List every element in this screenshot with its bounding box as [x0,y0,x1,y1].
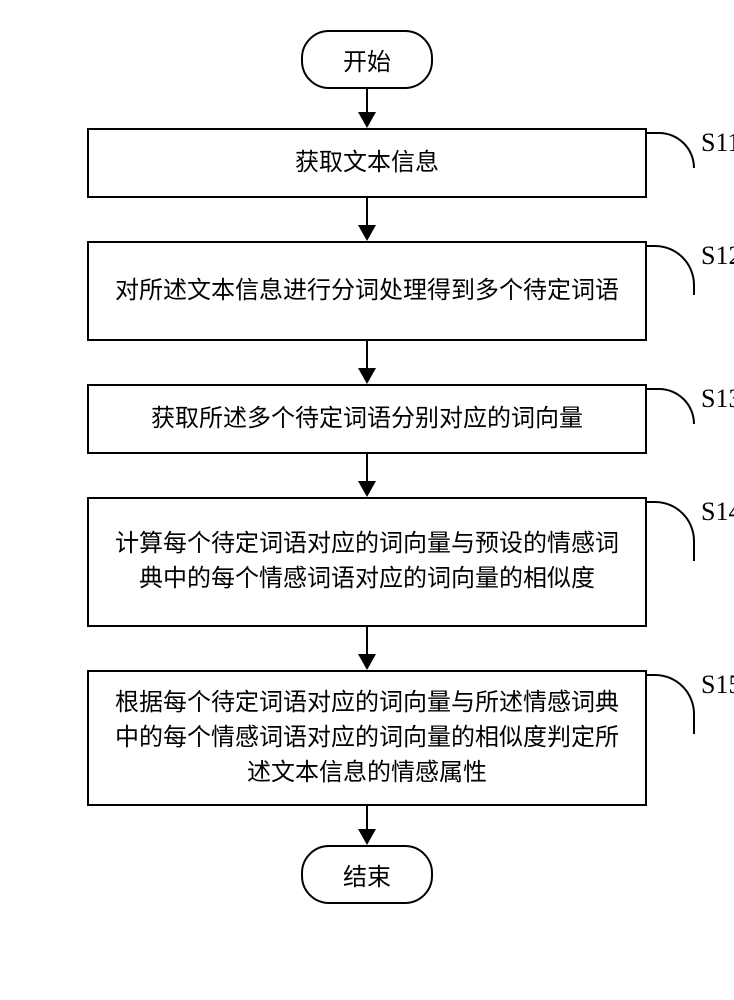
arrow [358,89,376,128]
arrow-line [366,198,368,226]
arrow-head-icon [358,112,376,128]
arrow [358,341,376,384]
step-wrap: 对所述文本信息进行分词处理得到多个待定词语 S120 [87,241,647,341]
step-text: 获取所述多个待定词语分别对应的词向量 [151,402,583,437]
start-label: 开始 [343,50,391,76]
step-box: 根据每个待定词语对应的词向量与所述情感词典中的每个情感词语对应的词向量的相似度判… [87,670,647,806]
step-box: 对所述文本信息进行分词处理得到多个待定词语 [87,241,647,341]
arrow-head-icon [358,654,376,670]
arrow-head-icon [358,225,376,241]
arrow-line [366,89,368,113]
step-label-wrap: S140 [647,497,734,627]
arrow-head-icon [358,829,376,845]
arrow-line [366,806,368,830]
arrow-line [366,627,368,655]
arrow [358,627,376,670]
step-text: 获取文本信息 [295,146,439,181]
end-label: 结束 [343,865,391,891]
step-box: 获取文本信息 [87,128,647,198]
step-label-wrap: S150 [647,670,734,806]
step-wrap: 获取所述多个待定词语分别对应的词向量 S130 [87,384,647,454]
arrow [358,198,376,241]
step-label: S110 [695,128,734,158]
arrow [358,806,376,845]
end-terminal: 结束 [301,845,433,904]
step-label-wrap: S120 [647,241,734,341]
step-wrap: 获取文本信息 S110 [87,128,647,198]
step-wrap: 计算每个待定词语对应的词向量与预设的情感词典中的每个情感词语对应的词向量的相似度… [87,497,647,627]
step-label-wrap: S110 [647,128,734,198]
step-box: 计算每个待定词语对应的词向量与预设的情感词典中的每个情感词语对应的词向量的相似度 [87,497,647,627]
step-wrap: 根据每个待定词语对应的词向量与所述情感词典中的每个情感词语对应的词向量的相似度判… [87,670,647,806]
leader-line [647,388,695,424]
step-label: S130 [695,384,734,414]
step-label: S150 [695,670,734,700]
leader-line [647,132,695,168]
step-label: S140 [695,497,734,527]
flowchart: 开始 获取文本信息 S110 对所述文本信息进行分词处理得到多个待定词语 S12… [0,0,734,904]
arrow-head-icon [358,481,376,497]
arrow-head-icon [358,368,376,384]
step-text: 根据每个待定词语对应的词向量与所述情感词典中的每个情感词语对应的词向量的相似度判… [109,686,625,790]
arrow [358,454,376,497]
step-label-wrap: S130 [647,384,734,454]
step-text: 对所述文本信息进行分词处理得到多个待定词语 [115,274,619,309]
leader-line [647,245,695,295]
leader-line [647,501,695,561]
arrow-line [366,341,368,369]
step-text: 计算每个待定词语对应的词向量与预设的情感词典中的每个情感词语对应的词向量的相似度 [109,527,625,597]
arrow-line [366,454,368,482]
step-box: 获取所述多个待定词语分别对应的词向量 [87,384,647,454]
start-terminal: 开始 [301,30,433,89]
leader-line [647,674,695,734]
step-label: S120 [695,241,734,271]
